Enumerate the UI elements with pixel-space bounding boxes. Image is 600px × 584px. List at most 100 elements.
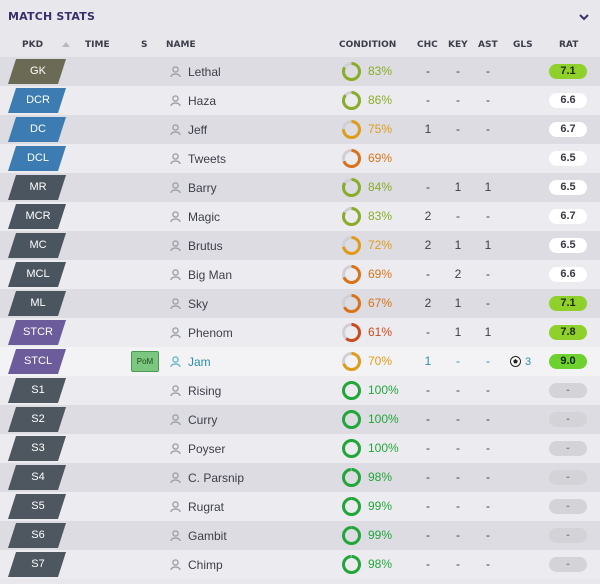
col-gls[interactable]: GLS xyxy=(513,40,533,50)
condition-value: 100% xyxy=(368,412,399,426)
col-rat[interactable]: RAT xyxy=(559,40,579,50)
player-name-link[interactable]: Rising xyxy=(170,376,221,405)
player-name-link[interactable]: Jeff xyxy=(170,115,207,144)
position-label: STCR xyxy=(23,326,53,338)
player-name-link[interactable]: Big Man xyxy=(170,260,232,289)
player-row[interactable]: S6 Gambit 99% - - - - xyxy=(0,521,600,550)
ast-value: - xyxy=(486,267,490,281)
player-row[interactable]: S5 Rugrat 99% - - - - xyxy=(0,492,600,521)
player-name-link[interactable]: Gambit xyxy=(170,521,227,550)
person-icon xyxy=(170,414,181,425)
player-row[interactable]: STCL PoM Jam 70% 1 - - 3 9.0 xyxy=(0,347,600,376)
rating-pill: - xyxy=(549,412,587,427)
player-list: GK Lethal 83% - - - 7.1 DCR Haza 86% - - - 6.6 DC Jeff 7… xyxy=(0,57,600,579)
football-icon xyxy=(510,356,521,367)
condition-ring xyxy=(342,62,361,81)
position-badge: S4 xyxy=(8,465,68,490)
player-row[interactable]: S1 Rising 100% - - - - xyxy=(0,376,600,405)
condition-value: 98% xyxy=(368,557,393,571)
player-name-link[interactable]: Phenom xyxy=(170,318,233,347)
condition-value: 61% xyxy=(368,325,393,339)
panel-header[interactable]: MATCH STATS xyxy=(0,0,600,33)
player-row[interactable]: GK Lethal 83% - - - 7.1 xyxy=(0,57,600,86)
person-icon xyxy=(170,95,181,106)
player-row[interactable]: DCL Tweets 69% 6.5 xyxy=(0,144,600,173)
player-name-link[interactable]: Chimp xyxy=(170,550,223,579)
player-name-link[interactable]: Haza xyxy=(170,86,216,115)
key-value: 1 xyxy=(454,325,462,339)
condition-ring xyxy=(342,439,361,458)
player-name-link[interactable]: Poyser xyxy=(170,434,225,463)
player-row[interactable]: S7 Chimp 98% - - - - xyxy=(0,550,600,579)
player-row[interactable]: MR Barry 84% - 1 1 6.5 xyxy=(0,173,600,202)
key-value: 1 xyxy=(454,238,462,252)
rating-pill: - xyxy=(549,557,587,572)
chevron-down-icon[interactable] xyxy=(578,11,590,23)
col-chc[interactable]: CHC xyxy=(417,40,438,50)
player-row[interactable]: MCR Magic 83% 2 - - 6.7 xyxy=(0,202,600,231)
col-key[interactable]: KEY xyxy=(448,40,468,50)
chc-value: - xyxy=(426,180,430,194)
position-badge: S3 xyxy=(8,436,68,461)
col-name[interactable]: NAME xyxy=(166,40,196,50)
rating-pill: 6.6 xyxy=(549,267,587,282)
condition-ring xyxy=(342,410,361,429)
position-badge: S2 xyxy=(8,407,68,432)
chc-value: - xyxy=(426,267,430,281)
person-icon xyxy=(170,501,181,512)
player-row[interactable]: S3 Poyser 100% - - - - xyxy=(0,434,600,463)
player-row[interactable]: MCL Big Man 69% - 2 - 6.6 xyxy=(0,260,600,289)
player-row[interactable]: STCR Phenom 61% - 1 1 7.8 xyxy=(0,318,600,347)
position-label: GK xyxy=(30,65,46,77)
person-icon xyxy=(170,356,181,367)
position-label: MR xyxy=(29,181,47,193)
player-name: Rugrat xyxy=(188,499,225,514)
player-name: Big Man xyxy=(188,267,233,282)
player-name-link[interactable]: Sky xyxy=(170,289,208,318)
key-value: - xyxy=(456,441,460,455)
condition-ring xyxy=(342,352,361,371)
ast-value: - xyxy=(486,93,490,107)
player-row[interactable]: S2 Curry 100% - - - - xyxy=(0,405,600,434)
goals-value: 3 xyxy=(525,355,532,368)
condition-ring xyxy=(342,323,361,342)
player-row[interactable]: DCR Haza 86% - - - 6.6 xyxy=(0,86,600,115)
col-condition[interactable]: CONDITION xyxy=(339,40,397,50)
person-icon xyxy=(170,124,181,135)
col-s[interactable]: S xyxy=(141,40,148,50)
chc-value: - xyxy=(426,441,430,455)
position-label: S7 xyxy=(31,558,45,570)
player-row[interactable]: ML Sky 67% 2 1 - 7.1 xyxy=(0,289,600,318)
player-name-link[interactable]: Barry xyxy=(170,173,217,202)
condition-value: 98% xyxy=(368,470,393,484)
chc-value: 1 xyxy=(424,354,432,368)
column-headers: PKD TIME S NAME CONDITION CHC KEY AST GL… xyxy=(0,33,600,57)
player-name: Rising xyxy=(188,383,222,398)
player-row[interactable]: S4 C. Parsnip 98% - - - - xyxy=(0,463,600,492)
ast-value: - xyxy=(486,383,490,397)
player-name-link[interactable]: C. Parsnip xyxy=(170,463,244,492)
person-icon xyxy=(170,240,181,251)
sort-ascending-icon[interactable] xyxy=(62,42,70,47)
player-name-link[interactable]: Lethal xyxy=(170,57,221,86)
player-name-link[interactable]: Curry xyxy=(170,405,217,434)
player-name: Chimp xyxy=(188,557,223,572)
player-name-link[interactable]: Magic xyxy=(170,202,220,231)
rating-pill: - xyxy=(549,441,587,456)
player-name: Curry xyxy=(188,412,218,427)
key-value: 2 xyxy=(454,267,462,281)
col-ast[interactable]: AST xyxy=(478,40,498,50)
position-badge: MR xyxy=(8,175,68,200)
player-name: Barry xyxy=(188,180,217,195)
player-row[interactable]: MC Brutus 72% 2 1 1 6.5 xyxy=(0,231,600,260)
player-name-link[interactable]: Tweets xyxy=(170,144,226,173)
condition-value: 83% xyxy=(368,209,393,223)
player-row[interactable]: DC Jeff 75% 1 - - 6.7 xyxy=(0,115,600,144)
col-pkd[interactable]: PKD xyxy=(22,40,44,50)
rating-pill: 6.7 xyxy=(549,209,587,224)
col-time[interactable]: TIME xyxy=(85,40,110,50)
player-name-link[interactable]: Jam xyxy=(170,347,211,376)
player-name-link[interactable]: Brutus xyxy=(170,231,223,260)
player-name-link[interactable]: Rugrat xyxy=(170,492,224,521)
